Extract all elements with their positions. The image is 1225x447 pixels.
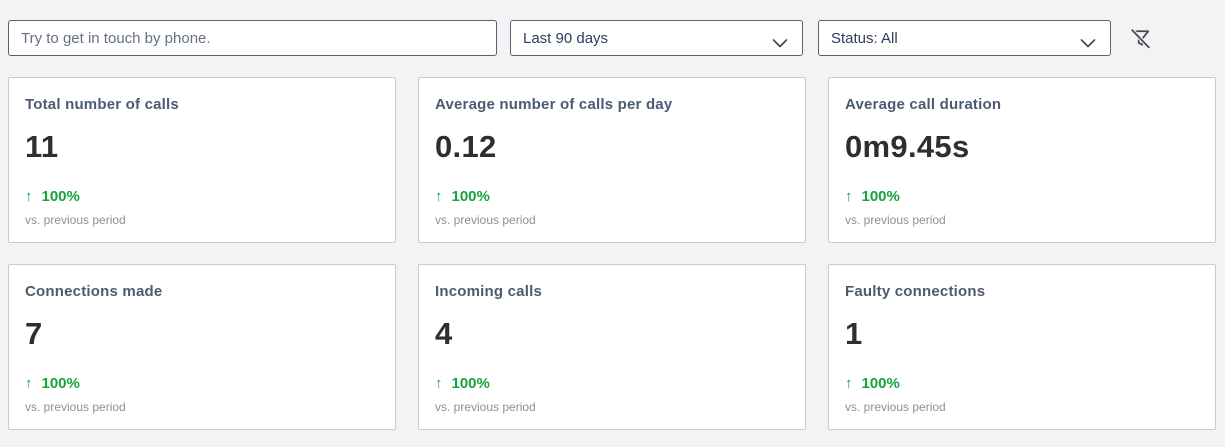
stat-card-avg-calls-per-day: Average number of calls per day 0.12 ↑ 1… [418,77,806,243]
stat-card-value: 1 [845,316,863,351]
stat-card-comparison: vs. previous period [845,213,946,227]
stat-card-avg-call-duration: Average call duration 0m9.45s ↑ 100% vs.… [828,77,1216,243]
search-input[interactable] [8,20,497,56]
stat-card-comparison: vs. previous period [435,400,536,414]
date-range-select[interactable]: Last 90 days [510,20,803,56]
stat-card-comparison: vs. previous period [25,400,126,414]
stat-card-title: Total number of calls [25,96,179,113]
arrow-up-icon: ↑ [25,375,33,392]
filter-off-icon [1128,28,1153,54]
clear-filters-button[interactable] [1125,24,1155,54]
stat-card-delta-value: 100% [451,188,490,205]
stat-card-delta: ↑ 100% [845,375,1199,393]
stat-card-faulty-connections: Faulty connections 1 ↑ 100% vs. previous… [828,264,1216,430]
stat-card-delta: ↑ 100% [435,188,789,206]
stat-card-value: 0.12 [435,129,497,164]
stat-card-title: Average call duration [845,96,1002,113]
stat-card-delta: ↑ 100% [435,375,789,393]
stat-card-title: Connections made [25,283,163,300]
stat-card-value: 11 [25,129,59,164]
arrow-up-icon: ↑ [435,188,443,205]
stat-card-incoming-calls: Incoming calls 4 ↑ 100% vs. previous per… [418,264,806,430]
status-value: Status: All [831,29,898,47]
stat-card-title: Average number of calls per day [435,96,673,113]
stat-card-value: 7 [25,316,43,351]
stats-grid: Total number of calls 11 ↑ 100% vs. prev… [8,77,1216,430]
stat-card-delta-value: 100% [41,375,80,392]
stat-card-value: 0m9.45s [845,129,970,164]
stat-card-delta-value: 100% [451,375,490,392]
stat-card-value: 4 [435,316,453,351]
stat-card-delta: ↑ 100% [25,375,379,393]
arrow-up-icon: ↑ [435,375,443,392]
stat-card-title: Faulty connections [845,283,986,300]
stat-card-delta: ↑ 100% [845,188,1199,206]
arrow-up-icon: ↑ [25,188,33,205]
stat-card-total-calls: Total number of calls 11 ↑ 100% vs. prev… [8,77,396,243]
chevron-down-icon [772,35,788,52]
stat-card-comparison: vs. previous period [435,213,536,227]
stat-card-delta-value: 100% [861,188,900,205]
arrow-up-icon: ↑ [845,375,853,392]
stat-card-connections-made: Connections made 7 ↑ 100% vs. previous p… [8,264,396,430]
stat-card-delta-value: 100% [41,188,80,205]
stat-card-comparison: vs. previous period [845,400,946,414]
stat-card-delta-value: 100% [861,375,900,392]
stat-card-delta: ↑ 100% [25,188,379,206]
chevron-down-icon [1080,35,1096,52]
status-select[interactable]: Status: All [818,20,1111,56]
stat-card-comparison: vs. previous period [25,213,126,227]
date-range-value: Last 90 days [523,29,609,47]
stat-card-title: Incoming calls [435,283,542,300]
arrow-up-icon: ↑ [845,188,853,205]
